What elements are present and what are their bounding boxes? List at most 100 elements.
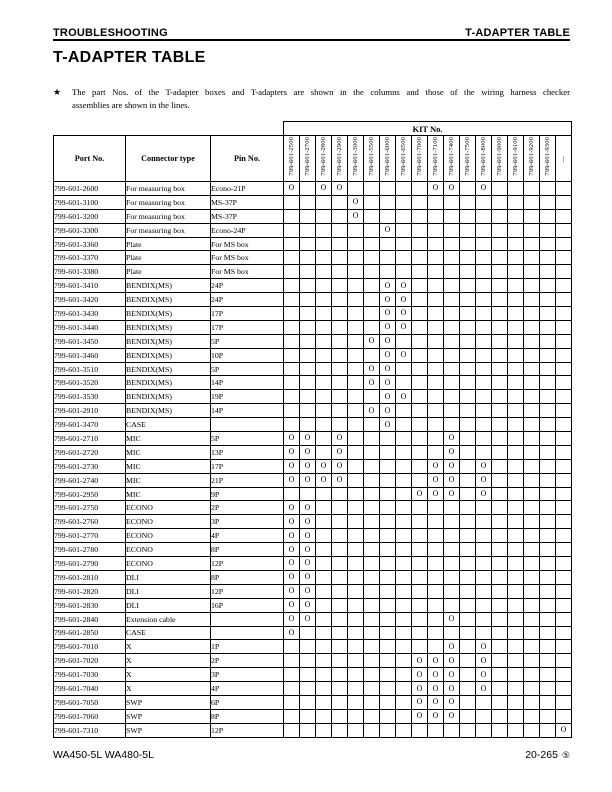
kit-mark-cell [539, 681, 556, 696]
kit-mark-cell [475, 292, 492, 308]
table-row: 799-601-3530 BENDIX(MS) 19P O O [53, 389, 572, 405]
kit-mark-cell [491, 708, 508, 724]
table-row: 799-601-3380 Plate For MS box [53, 264, 572, 280]
header-rule [53, 39, 570, 41]
conn-cell: BENDIX(MS) [125, 333, 211, 349]
kit-mark-cell [507, 542, 524, 558]
kit-mark-cell [299, 681, 316, 696]
conn-cell: CASE [125, 417, 211, 433]
pin-cell: 24P [210, 278, 284, 294]
kit-column-header: 799-601-6000 [379, 135, 396, 182]
kit-mark-cell [347, 569, 364, 585]
kit-mark-cell [379, 542, 396, 558]
kit-mark-cell [539, 264, 556, 280]
kit-mark-cell [427, 403, 444, 419]
kit-mark-cell [459, 639, 476, 655]
kit-mark-cell [507, 472, 524, 488]
kit-mark-cell [523, 278, 540, 294]
pin-cell: 21P [210, 472, 284, 488]
kit-mark-cell [459, 403, 476, 419]
kit-mark-cell [411, 722, 428, 738]
kit-mark-cell: O [299, 431, 316, 446]
t-adapter-table: KIT No. Port No. Connector type Pin No. … [53, 121, 572, 738]
pin-cell: 5P [210, 361, 284, 377]
kit-mark-cell: O [299, 528, 316, 544]
kit-mark-cell [363, 292, 380, 308]
kit-mark-cell [491, 375, 508, 391]
kit-mark-cell [555, 639, 572, 655]
kit-mark-cell [523, 375, 540, 391]
kit-mark-cell [443, 347, 460, 363]
kit-mark-cell [315, 389, 332, 405]
kit-mark-cell [491, 472, 508, 488]
conn-cell: SWP [125, 722, 211, 738]
kit-mark-cell [555, 417, 572, 433]
pin-cell: 8P [210, 708, 284, 724]
column-header-row: Port No. Connector type Pin No. 799-601-… [53, 135, 572, 182]
kit-mark-cell [347, 181, 364, 196]
kit-mark-cell [315, 292, 332, 308]
kit-mark-cell: O [395, 292, 412, 308]
port-cell: 799-601-3460 [53, 347, 126, 363]
kit-mark-cell [475, 361, 492, 377]
kit-mark-cell [459, 306, 476, 321]
kit-mark-cell [507, 236, 524, 252]
kit-mark-cell [459, 625, 476, 641]
kit-mark-cell [331, 389, 348, 405]
conn-cell: BENDIX(MS) [125, 361, 211, 377]
kit-mark-cell [475, 514, 492, 530]
kit-mark-cell [555, 708, 572, 724]
column-header-port: Port No. [53, 135, 126, 182]
table-row: 799-601-2820 DLI 12P O O [53, 583, 572, 599]
kit-mark-cell [315, 417, 332, 433]
port-cell: 799-601-7310 [53, 722, 126, 738]
kit-mark-cell: O [395, 347, 412, 363]
pin-cell: 9P [210, 486, 284, 502]
kit-mark-cell [523, 444, 540, 460]
kit-mark-cell [507, 639, 524, 655]
kit-mark-cell [379, 458, 396, 474]
kit-mark-cell [507, 708, 524, 724]
kit-mark-cell [411, 583, 428, 599]
kit-mark-cell [379, 236, 396, 252]
pin-cell: Econo-21P [210, 181, 284, 196]
kit-mark-cell [331, 319, 348, 335]
kit-mark-cell [347, 694, 364, 710]
kit-column-header: 799-601-9100 [507, 135, 524, 182]
kit-mark-cell [427, 583, 444, 599]
kit-mark-cell [363, 611, 380, 627]
kit-mark-cell [507, 375, 524, 391]
kit-mark-cell [395, 500, 412, 516]
page-title: T-ADAPTER TABLE [53, 49, 206, 66]
kit-mark-cell [443, 278, 460, 294]
kit-mark-cell [427, 611, 444, 627]
kit-mark-cell: O [379, 222, 396, 238]
kit-mark-cell [491, 250, 508, 266]
port-cell: 799-601-2770 [53, 528, 126, 544]
kit-mark-cell [459, 514, 476, 530]
kit-mark-cell [427, 597, 444, 613]
kit-column-header: — [555, 135, 572, 182]
kit-mark-cell [331, 556, 348, 571]
kit-mark-cell [539, 528, 556, 544]
kit-mark-cell [491, 556, 508, 571]
kit-mark-cell [491, 583, 508, 599]
kit-column-header: 799-601-2700 [299, 135, 316, 182]
kit-mark-cell [507, 528, 524, 544]
conn-cell: BENDIX(MS) [125, 278, 211, 294]
kit-mark-cell [555, 500, 572, 516]
kit-mark-cell: O [363, 361, 380, 377]
kit-mark-cell [539, 625, 556, 641]
kit-mark-cell [475, 250, 492, 266]
kit-mark-cell [507, 264, 524, 280]
kit-mark-cell [475, 694, 492, 710]
kit-mark-cell [315, 708, 332, 724]
kit-mark-cell [395, 431, 412, 446]
kit-mark-cell [395, 694, 412, 710]
kit-mark-cell: O [427, 708, 444, 724]
pin-cell: 12P [210, 722, 284, 738]
kit-mark-cell: O [363, 333, 380, 349]
kit-mark-cell [523, 694, 540, 710]
kit-mark-cell [427, 528, 444, 544]
